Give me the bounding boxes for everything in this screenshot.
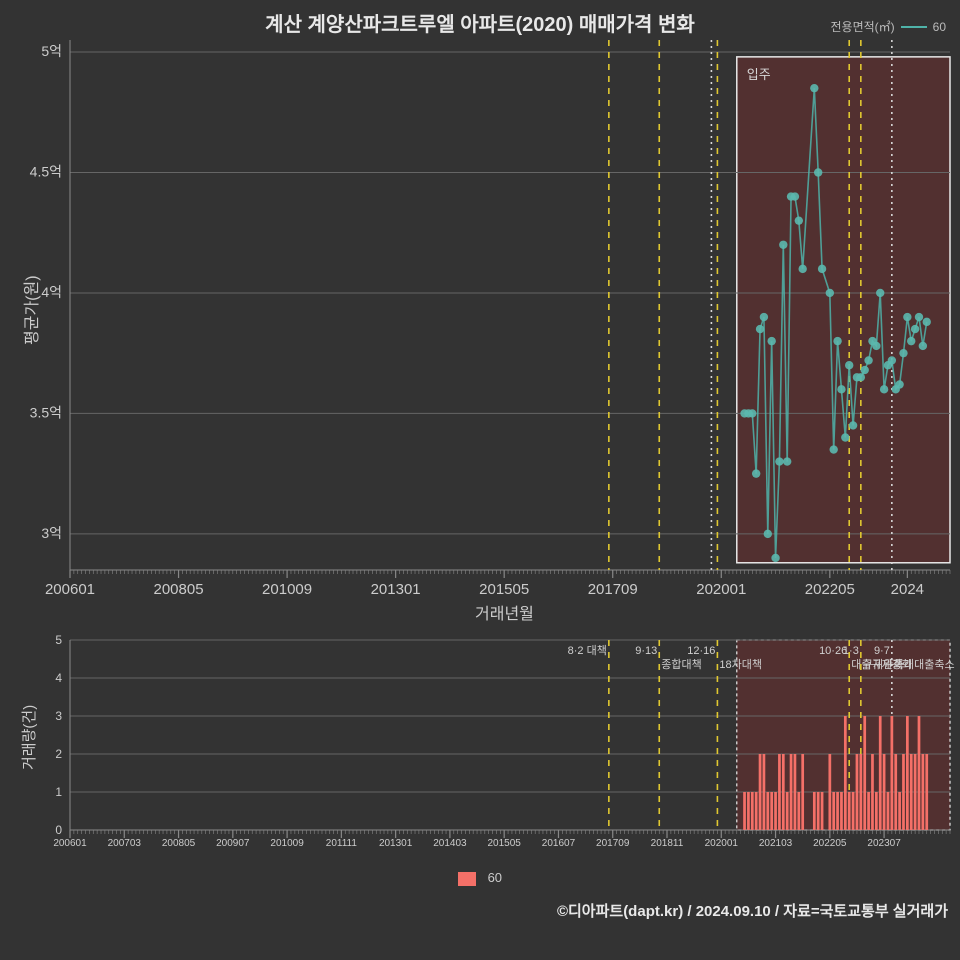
svg-text:1·3: 1·3	[843, 645, 859, 657]
svg-text:200703: 200703	[108, 838, 142, 849]
svg-text:3: 3	[55, 709, 62, 723]
svg-text:201301: 201301	[379, 838, 413, 849]
svg-text:200805: 200805	[162, 838, 196, 849]
svg-text:8·2 대책: 8·2 대책	[568, 644, 607, 657]
credit-line: ©디아파트(dapt.kr) / 2024.09.10 / 자료=국토교통부 실…	[557, 900, 948, 921]
svg-text:0: 0	[55, 823, 62, 837]
svg-text:12·16: 12·16	[687, 645, 715, 657]
legend-bottom: 60	[0, 870, 960, 886]
svg-text:200907: 200907	[216, 838, 250, 849]
svg-text:4: 4	[55, 671, 62, 685]
svg-text:201403: 201403	[433, 838, 467, 849]
svg-text:201111: 201111	[326, 838, 358, 849]
svg-text:1: 1	[55, 785, 62, 799]
legend-bottom-swatch	[458, 872, 476, 886]
svg-text:9·7: 9·7	[874, 645, 890, 657]
bottom-chart: 0 1 2 3 4 5 200601 200703 200805 200907 201009 2011…	[0, 0, 960, 960]
svg-text:18차대책: 18차대책	[719, 658, 762, 671]
svg-text:2: 2	[55, 747, 62, 761]
svg-text:201811: 201811	[651, 838, 684, 849]
svg-text:9·13: 9·13	[635, 645, 657, 657]
svg-text:201505: 201505	[487, 838, 521, 849]
svg-text:202103: 202103	[759, 838, 793, 849]
svg-text:200601: 200601	[53, 838, 87, 849]
svg-text:202205: 202205	[813, 838, 847, 849]
legend-bottom-label: 60	[488, 870, 502, 885]
svg-text:종합대책: 종합대책	[661, 658, 701, 671]
svg-text:특례대출축소: 특례대출축소	[894, 658, 955, 671]
svg-text:202307: 202307	[867, 838, 901, 849]
y-axis-label-bottom: 거래량(건)	[18, 705, 39, 770]
svg-text:202001: 202001	[705, 838, 739, 849]
svg-text:201709: 201709	[596, 838, 630, 849]
svg-text:5: 5	[55, 633, 62, 647]
svg-text:201009: 201009	[270, 838, 304, 849]
svg-text:201607: 201607	[542, 838, 576, 849]
